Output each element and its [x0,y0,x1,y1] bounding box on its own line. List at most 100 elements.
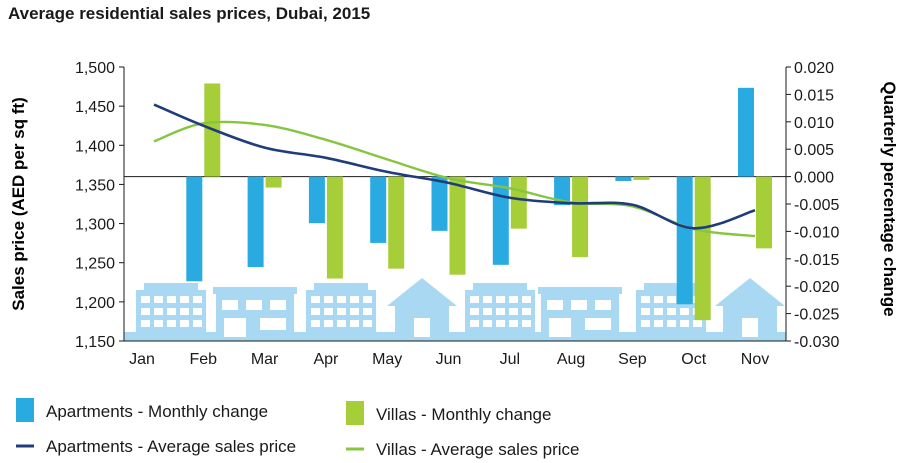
right-tick-label: -0.005 [794,197,839,214]
apartment-window [180,308,189,315]
apartment-window [350,296,359,303]
apartment-window [350,320,359,327]
apartment-window [167,320,176,327]
villas-monthly-change-bar [449,176,466,275]
apartments-monthly-change-bar [738,87,754,177]
legend-swatch-0 [16,398,34,422]
right-tick-label: -0.025 [794,307,839,324]
right-tick-label: 0.010 [794,115,834,132]
apartment-window [167,296,176,303]
right-tick-label: -0.030 [794,334,839,351]
apartments-monthly-change-bar [492,176,509,265]
villas-monthly-change-bar [388,176,405,269]
apartments-monthly-change-bar [308,176,325,224]
apartment-window [311,308,320,315]
apartments-monthly-change-bar [554,176,571,206]
left-tick-label: 1,200 [75,295,115,312]
x-tick-label: Apr [313,351,339,368]
apartment-roof [473,283,527,291]
apartment-window [470,296,479,303]
apartment-window [470,320,479,327]
apartments-monthly-change-bar [370,176,387,243]
apartment-window [180,296,189,303]
townhouse-door [224,318,246,337]
villas-monthly-change-bar [265,176,282,188]
building-skyline-decoration [124,278,786,341]
villas-monthly-change-bar [633,176,650,180]
x-tick-label: Oct [681,351,706,368]
apartment-window [509,308,518,315]
apartment-window [693,320,702,327]
x-tick-label: Nov [741,351,769,368]
left-tick-label: 1,500 [75,60,115,77]
apartment-window [496,308,505,315]
apartment-window [654,320,663,327]
right-tick-label: -0.010 [794,224,839,241]
apartment-window [641,296,650,303]
left-tick-label: 1,450 [75,99,115,116]
x-tick-label: May [372,351,402,368]
apartments-average-price-line [153,103,756,230]
left-tick-label: 1,400 [75,138,115,155]
apartment-window [680,308,689,315]
apartment-window [311,320,320,327]
villa-door [742,318,758,337]
right-axis-title: Quarterly percentage change [880,81,899,316]
right-tick-label: -0.020 [794,279,839,296]
villa-roof [387,278,457,306]
apartment-window [483,308,492,315]
apartments-monthly-change-bar [186,176,203,282]
apartment-window [363,308,372,315]
apartment-window [680,320,689,327]
apartment-window [522,296,531,303]
townhouse-roof [213,287,297,294]
x-tick-label: Feb [190,351,218,368]
right-tick-label: 0.005 [794,142,834,159]
apartment-window [193,308,202,315]
villas-monthly-change-bar [326,176,343,279]
apartment-window [667,308,676,315]
apartment-window [141,296,150,303]
apartment-window [363,296,372,303]
skyline-ground [124,332,786,341]
apartment-window [167,308,176,315]
x-tick-label: Aug [557,351,585,368]
townhouse-roof [538,287,622,294]
apartments-monthly-change-bar [615,176,632,181]
townhouse-window [571,300,587,310]
apartments-monthly-change-bar [247,176,264,268]
apartment-window [483,320,492,327]
apartment-roof [314,283,368,291]
townhouse-window [547,300,563,310]
villa-door [414,318,430,337]
apartments-monthly-change-bar [676,176,693,305]
legend-swatch-1 [346,401,364,425]
x-tick-label: Sep [618,351,647,368]
right-tick-label: -0.015 [794,252,839,269]
left-tick-label: 1,150 [75,334,115,351]
apartment-window [363,320,372,327]
apartment-roof [644,283,698,291]
villas-monthly-change-bar [694,176,711,321]
axes: 1,500 1,450 1,400 1,350 1,300 1,250 1,200 1,150… [9,60,899,368]
apartment-window [667,296,676,303]
apartments-monthly-change-bar [431,176,448,231]
apartment-window [641,320,650,327]
townhouse-door [549,318,571,337]
villa-roof [715,278,785,306]
x-tick-label: Mar [251,351,279,368]
townhouse-window [595,300,611,310]
x-tick-label: Jan [129,351,155,368]
apartment-window [337,308,346,315]
apartment-window [311,296,320,303]
legend-label-1: Villas - Monthly change [376,405,551,424]
apartment-window [496,296,505,303]
line-series [153,103,756,238]
apartment-roof [144,283,198,291]
apartment-window [509,320,518,327]
legend-label-3: Villas - Average sales price [376,440,579,459]
apartment-window [522,308,531,315]
right-tick-label: 0.000 [794,170,834,187]
